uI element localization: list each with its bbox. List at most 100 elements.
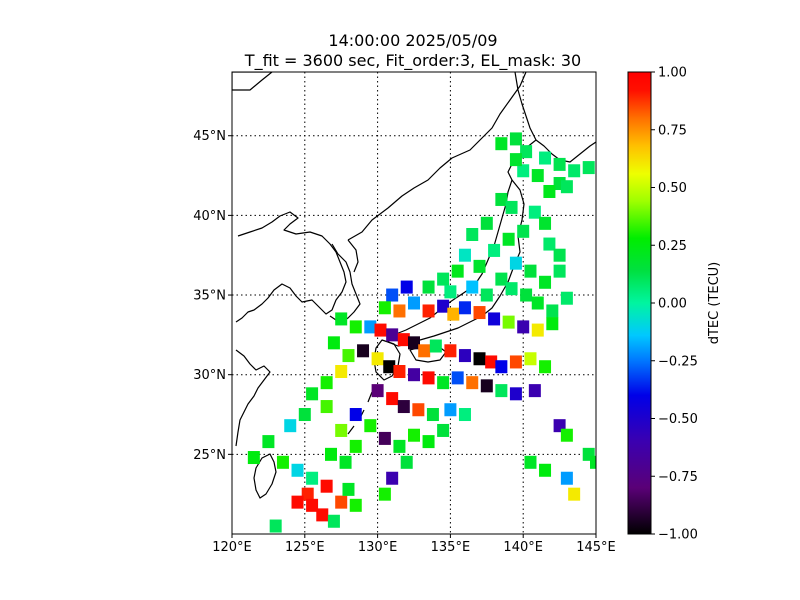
dtec-cell: [524, 455, 537, 469]
dtec-cell: [383, 360, 396, 374]
dtec-cell: [374, 323, 387, 337]
dtec-cell: [349, 408, 362, 422]
dtec-cell: [386, 392, 399, 406]
dtec-cell: [335, 312, 348, 326]
dtec-cell: [418, 344, 431, 358]
dtec-cell: [553, 248, 566, 262]
dtec-cell: [480, 379, 493, 393]
colorbar-tick-label: 1.00: [658, 66, 687, 81]
x-tick-label: 125°E: [285, 540, 325, 555]
dtec-cell: [371, 384, 384, 398]
dtec-cell: [553, 264, 566, 278]
dtec-cell: [397, 333, 410, 347]
dtec-cell: [458, 349, 471, 363]
y-tick-label: 35°N: [193, 289, 226, 304]
dtec-cell: [543, 237, 556, 251]
x-tick-label: 130°E: [358, 540, 398, 555]
colorbar-tick-label: −0.75: [658, 470, 698, 485]
dtec-cell: [568, 164, 581, 178]
dtec-cell: [393, 365, 406, 379]
dtec-cell: [505, 200, 518, 214]
dtec-cell: [520, 145, 533, 159]
dtec-cell: [451, 264, 464, 278]
dtec-cell: [495, 192, 508, 206]
colorbar-tick-label: 0.25: [658, 239, 687, 254]
dtec-cell: [335, 495, 348, 509]
dtec-cell: [546, 304, 559, 318]
dtec-cell: [488, 243, 501, 257]
dtec-cell: [393, 304, 406, 318]
dtec-cell: [560, 291, 573, 305]
dtec-cell: [291, 463, 304, 477]
dtec-cell: [386, 471, 399, 485]
colorbar-tick-label: −0.25: [658, 354, 698, 369]
dtec-cell: [349, 439, 362, 453]
dtec-cell: [444, 285, 457, 299]
dtec-cell: [539, 275, 552, 289]
dtec-cell: [437, 272, 450, 286]
x-tick-label: 140°E: [503, 540, 543, 555]
dtec-cell: [408, 336, 420, 350]
dtec-cell: [502, 232, 515, 246]
dtec-cell: [349, 320, 362, 334]
colorbar-ticks: 1.00 0.75 0.50 0.25 0.00 −0.25 −0.50 −0.75 −1.00: [651, 66, 698, 543]
dtec-cell: [408, 368, 420, 382]
dtec-cell: [451, 371, 464, 385]
coastline-taiwan: [253, 453, 277, 499]
dtec-cell: [284, 419, 297, 433]
dtec-cell: [560, 428, 573, 442]
y-tick-label: 25°N: [193, 448, 226, 463]
dtec-cell: [298, 408, 311, 422]
dtec-cell: [412, 403, 425, 417]
x-tick-label: 145°E: [576, 540, 616, 555]
dtec-cell: [520, 288, 533, 302]
dtec-cell: [546, 317, 559, 331]
dtec-cell: [509, 256, 522, 270]
chart-title-line2: T_fit = 3600 sec, Fit_order:3, EL_mask: …: [244, 51, 581, 71]
dtec-cell: [400, 280, 413, 294]
y-tick-label: 30°N: [193, 368, 226, 383]
coastline-mainland-asia: [232, 72, 527, 241]
dtec-cell: [364, 320, 377, 334]
dtec-cell: [269, 519, 282, 533]
dtec-cell: [488, 312, 501, 326]
dtec-cell: [327, 514, 340, 528]
dtec-cell: [458, 301, 471, 315]
dtec-cell: [473, 306, 486, 320]
dtec-cell: [320, 376, 333, 390]
dtec-cell: [444, 344, 457, 358]
dtec-cell: [531, 296, 544, 310]
dtec-cell: [247, 451, 260, 465]
dtec-cell: [590, 455, 596, 469]
dtec-cell: [291, 495, 304, 509]
dtec-cell: [509, 132, 522, 146]
dtec-cell: [320, 400, 333, 414]
colorbar: 1.00 0.75 0.50 0.25 0.00 −0.25 −0.50 −0.75 −1.00…: [627, 66, 722, 543]
dtec-cell: [517, 164, 530, 178]
colorbar-tick-label: 0.50: [658, 181, 687, 196]
dtec-cell: [509, 387, 522, 401]
dtec-cell: [349, 498, 362, 512]
x-axis-ticks: 120°E 125°E 130°E 135°E 140°E 145°E: [212, 534, 616, 555]
dtec-cell: [306, 498, 319, 512]
dtec-cell: [357, 344, 370, 358]
dtec-cell: [422, 371, 435, 385]
dtec-cell: [342, 482, 355, 496]
dtec-cell: [422, 280, 435, 294]
dtec-cell: [422, 435, 435, 449]
dtec-cell: [325, 447, 338, 461]
map-plot-area: [231, 71, 597, 535]
dtec-cell: [539, 216, 552, 230]
dtec-cell: [539, 151, 552, 165]
colorbar-tick-label: −1.00: [658, 528, 698, 543]
colorbar-tick-label: −0.50: [658, 412, 698, 427]
dtec-cell: [495, 360, 508, 374]
dtec-cell: [342, 349, 355, 363]
dtec-cell: [539, 360, 552, 374]
dtec-cell: [531, 323, 544, 337]
dtec-cell: [509, 355, 522, 369]
dtec-cell: [560, 180, 573, 194]
dtec-cell: [466, 376, 479, 390]
dtec-cell: [444, 403, 457, 417]
